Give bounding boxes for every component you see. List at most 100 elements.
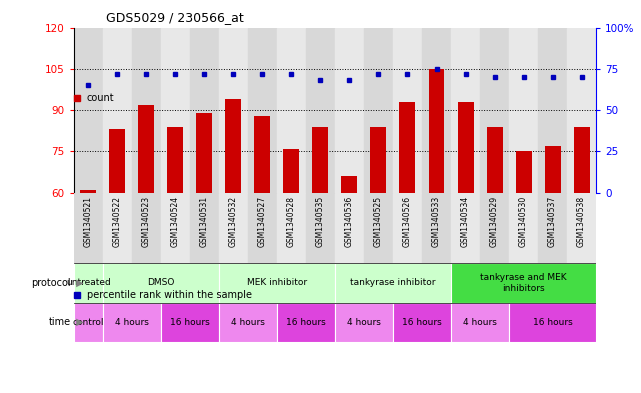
Bar bbox=[248, 193, 277, 263]
Bar bbox=[283, 149, 299, 193]
Bar bbox=[190, 28, 219, 193]
Text: GSM1340524: GSM1340524 bbox=[171, 196, 179, 247]
Text: 4 hours: 4 hours bbox=[347, 318, 381, 327]
Bar bbox=[545, 146, 561, 193]
Text: GSM1340532: GSM1340532 bbox=[229, 196, 238, 247]
Text: 4 hours: 4 hours bbox=[463, 318, 497, 327]
Bar bbox=[509, 193, 538, 263]
Bar bbox=[515, 151, 531, 193]
Text: tankyrase inhibitor: tankyrase inhibitor bbox=[350, 279, 436, 287]
Text: GSM1340538: GSM1340538 bbox=[577, 196, 586, 247]
Bar bbox=[74, 28, 103, 193]
Bar bbox=[103, 303, 161, 342]
Text: GSM1340530: GSM1340530 bbox=[519, 196, 528, 247]
Bar bbox=[103, 28, 132, 193]
Bar bbox=[138, 105, 154, 193]
Bar bbox=[277, 28, 306, 193]
Bar bbox=[254, 116, 271, 193]
Text: GSM1340527: GSM1340527 bbox=[258, 196, 267, 247]
Text: GSM1340529: GSM1340529 bbox=[490, 196, 499, 247]
Text: tankyrase and MEK
inhibitors: tankyrase and MEK inhibitors bbox=[480, 273, 567, 293]
Text: percentile rank within the sample: percentile rank within the sample bbox=[87, 290, 251, 300]
Bar bbox=[393, 193, 422, 263]
Bar bbox=[219, 263, 335, 303]
Bar bbox=[509, 28, 538, 193]
Bar bbox=[451, 28, 480, 193]
Text: protocol: protocol bbox=[31, 278, 71, 288]
Bar bbox=[364, 28, 393, 193]
Bar bbox=[451, 303, 509, 342]
Bar bbox=[219, 193, 248, 263]
Bar bbox=[342, 176, 358, 193]
Text: 4 hours: 4 hours bbox=[231, 318, 265, 327]
Text: GSM1340528: GSM1340528 bbox=[287, 196, 296, 247]
Text: 4 hours: 4 hours bbox=[115, 318, 149, 327]
Text: GSM1340536: GSM1340536 bbox=[345, 196, 354, 247]
Text: untreated: untreated bbox=[66, 279, 111, 287]
Bar bbox=[451, 193, 480, 263]
Text: control: control bbox=[72, 318, 104, 327]
Bar bbox=[167, 127, 183, 193]
Bar bbox=[480, 28, 509, 193]
Bar bbox=[567, 193, 596, 263]
Bar bbox=[103, 193, 132, 263]
Text: ▶: ▶ bbox=[73, 278, 84, 288]
Bar bbox=[509, 303, 596, 342]
Text: GSM1340537: GSM1340537 bbox=[548, 196, 557, 247]
Text: GSM1340521: GSM1340521 bbox=[84, 196, 93, 247]
Bar bbox=[480, 193, 509, 263]
Bar bbox=[306, 28, 335, 193]
Bar bbox=[574, 127, 590, 193]
Bar bbox=[306, 193, 335, 263]
Text: 16 hours: 16 hours bbox=[402, 318, 442, 327]
Text: count: count bbox=[87, 93, 114, 103]
Bar bbox=[74, 193, 103, 263]
Text: DMSO: DMSO bbox=[147, 279, 174, 287]
Bar bbox=[422, 28, 451, 193]
Text: GSM1340531: GSM1340531 bbox=[200, 196, 209, 247]
Bar bbox=[364, 193, 393, 263]
Bar bbox=[80, 190, 96, 193]
Bar bbox=[458, 102, 474, 193]
Bar bbox=[103, 263, 219, 303]
Bar bbox=[132, 28, 161, 193]
Bar bbox=[422, 193, 451, 263]
Bar bbox=[109, 129, 125, 193]
Bar bbox=[335, 303, 393, 342]
Text: GSM1340533: GSM1340533 bbox=[432, 196, 441, 247]
Bar bbox=[370, 127, 387, 193]
Bar bbox=[335, 263, 451, 303]
Text: 16 hours: 16 hours bbox=[170, 318, 210, 327]
Bar bbox=[74, 303, 103, 342]
Bar bbox=[248, 28, 277, 193]
Text: time: time bbox=[48, 317, 71, 327]
Bar bbox=[277, 303, 335, 342]
Bar bbox=[226, 99, 241, 193]
Text: GSM1340523: GSM1340523 bbox=[142, 196, 151, 247]
Bar bbox=[335, 193, 364, 263]
Bar bbox=[538, 193, 567, 263]
Bar bbox=[399, 102, 415, 193]
Bar bbox=[74, 263, 103, 303]
Text: GSM1340526: GSM1340526 bbox=[403, 196, 412, 247]
Text: MEK inhibitor: MEK inhibitor bbox=[247, 279, 307, 287]
Text: GDS5029 / 230566_at: GDS5029 / 230566_at bbox=[106, 11, 244, 24]
Bar bbox=[567, 28, 596, 193]
Bar bbox=[196, 113, 212, 193]
Bar bbox=[219, 28, 248, 193]
Bar bbox=[161, 303, 219, 342]
Text: GSM1340535: GSM1340535 bbox=[316, 196, 325, 247]
Bar bbox=[393, 303, 451, 342]
Text: 16 hours: 16 hours bbox=[286, 318, 326, 327]
Bar bbox=[538, 28, 567, 193]
Bar bbox=[132, 193, 161, 263]
Bar bbox=[429, 69, 444, 193]
Bar bbox=[487, 127, 503, 193]
Bar bbox=[219, 303, 277, 342]
Text: ▶: ▶ bbox=[73, 317, 84, 327]
Text: GSM1340522: GSM1340522 bbox=[113, 196, 122, 247]
Bar bbox=[451, 263, 596, 303]
Text: 16 hours: 16 hours bbox=[533, 318, 572, 327]
Bar bbox=[312, 127, 328, 193]
Text: GSM1340525: GSM1340525 bbox=[374, 196, 383, 247]
